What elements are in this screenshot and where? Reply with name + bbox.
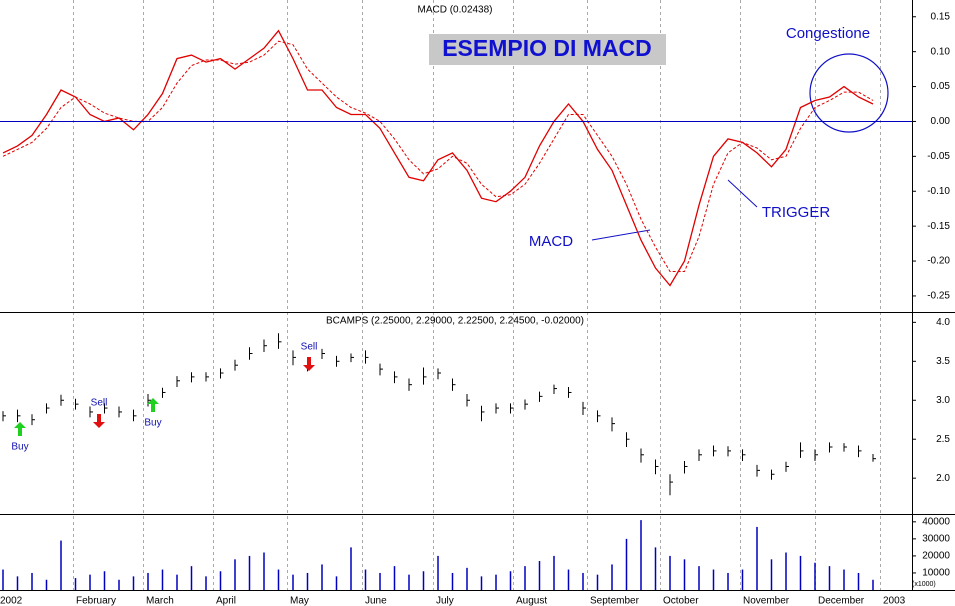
x-tick-label: June (365, 596, 387, 606)
y-tick-label: 3.5 (936, 356, 950, 367)
x-tick-label: 2002 (0, 596, 23, 606)
signal-arrow (93, 414, 105, 428)
volume-unit: (x1000) (912, 581, 936, 588)
x-tick-label: March (146, 596, 174, 606)
y-tick-label: -0.15 (927, 221, 950, 232)
title-box (429, 34, 666, 65)
y-tick-label: 0.15 (931, 11, 951, 22)
y-tick-label: 0.10 (931, 46, 951, 57)
y-tick-label: 40000 (922, 516, 950, 527)
grid (73, 0, 881, 590)
signal-label: Buy (144, 418, 161, 429)
y-tick-label: 2.0 (936, 473, 950, 484)
y-tick-label: -0.10 (927, 186, 950, 197)
macd-line (2, 29, 874, 287)
signal-label: Sell (91, 398, 108, 409)
x-tick-label: May (290, 596, 309, 606)
x-tick-label: 2003 (883, 596, 906, 606)
example-title: ESEMPIO DI MACD (442, 35, 652, 61)
y-tick-label: 20000 (922, 551, 950, 562)
y-tick-label: -0.25 (927, 291, 950, 302)
x-tick-label: August (516, 596, 547, 606)
macd-pointer (591, 229, 651, 241)
y-tick-label: 2.5 (936, 434, 950, 445)
y-tick-label: 30000 (922, 534, 950, 545)
x-tick-label: November (743, 596, 790, 606)
signal-arrow (303, 357, 315, 371)
signal-arrow (14, 422, 26, 436)
congestion-label: Congestione (786, 25, 870, 42)
x-tick-label: July (436, 596, 454, 606)
y-tick-label: -0.05 (927, 151, 950, 162)
congestion-circle (809, 53, 889, 133)
x-tick-label: September (590, 596, 640, 606)
trigger-label: TRIGGER (762, 204, 831, 221)
y-tick-label: 0.00 (931, 116, 951, 127)
marks: Buy Sell Buy Sell (2, 29, 876, 590)
price-title: BCAMPS (2.25000, 2.29000, 2.22500, 2.245… (326, 316, 584, 327)
y-tick-label: 10000 (922, 568, 950, 579)
x-tick-label: December (818, 596, 865, 606)
y-tick-label: -0.20 (927, 256, 950, 267)
signal-label: Buy (11, 442, 28, 453)
macd-title: MACD (0.02438) (417, 5, 492, 16)
trigger-pointer (727, 179, 758, 208)
signal-label: Sell (301, 342, 318, 353)
y-tick-label: 3.0 (936, 395, 950, 406)
signal-arrow (147, 398, 159, 412)
y-tick-label: 4.0 (936, 317, 950, 328)
x-tick-label: February (76, 596, 116, 606)
y-tick-label: 0.05 (931, 81, 951, 92)
x-tick-label: April (216, 596, 236, 606)
macd-label: MACD (529, 233, 573, 250)
x-tick-label: October (663, 596, 699, 606)
